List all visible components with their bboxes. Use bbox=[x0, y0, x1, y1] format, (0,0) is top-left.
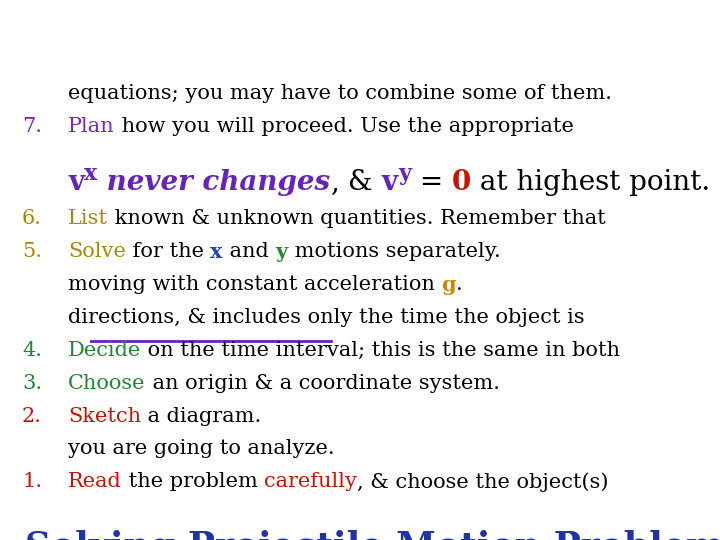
Text: on the time interval; this is the same in both: on the time interval; this is the same i… bbox=[141, 341, 620, 360]
Text: known & unknown quantities. Remember that: known & unknown quantities. Remember tha… bbox=[108, 209, 606, 228]
Text: 3.: 3. bbox=[22, 374, 42, 393]
Text: y: y bbox=[398, 163, 411, 185]
Text: motions separately.: motions separately. bbox=[287, 242, 500, 261]
Text: Solving Projectile Motion Problems: Solving Projectile Motion Problems bbox=[25, 530, 720, 540]
Text: how you will proceed. Use the appropriate: how you will proceed. Use the appropriat… bbox=[114, 117, 574, 136]
Text: &: & bbox=[339, 169, 382, 196]
Text: you are going to analyze.: you are going to analyze. bbox=[68, 439, 335, 458]
Text: 7.: 7. bbox=[22, 117, 42, 136]
Text: directions, & includes only the time the object is: directions, & includes only the time the… bbox=[68, 308, 585, 327]
Text: 6.: 6. bbox=[22, 209, 42, 228]
Text: an origin & a coordinate system.: an origin & a coordinate system. bbox=[145, 374, 500, 393]
Text: 5.: 5. bbox=[22, 242, 42, 261]
Text: carefully: carefully bbox=[264, 472, 357, 491]
Text: 4.: 4. bbox=[22, 341, 42, 360]
Text: y: y bbox=[275, 242, 287, 262]
Text: and: and bbox=[223, 242, 275, 261]
Text: Sketch: Sketch bbox=[68, 407, 141, 426]
Text: a diagram.: a diagram. bbox=[141, 407, 261, 426]
Text: Plan: Plan bbox=[68, 117, 114, 136]
Text: equations; you may have to combine some of them.: equations; you may have to combine some … bbox=[68, 84, 612, 103]
Text: x: x bbox=[210, 242, 223, 262]
Text: never changes: never changes bbox=[97, 169, 330, 196]
Text: g: g bbox=[441, 275, 456, 295]
Text: Read: Read bbox=[68, 472, 122, 491]
Text: v: v bbox=[68, 169, 84, 196]
Text: x: x bbox=[84, 163, 97, 185]
Text: for the: for the bbox=[126, 242, 210, 261]
Text: Solve: Solve bbox=[68, 242, 126, 261]
Text: 2.: 2. bbox=[22, 407, 42, 426]
Text: .: . bbox=[456, 275, 463, 294]
Text: , & choose the object(s): , & choose the object(s) bbox=[357, 472, 608, 492]
Text: 1.: 1. bbox=[22, 472, 42, 491]
Text: at highest point.: at highest point. bbox=[472, 169, 711, 196]
Text: the problem: the problem bbox=[122, 472, 264, 491]
Text: ,: , bbox=[330, 169, 339, 196]
Text: =: = bbox=[411, 169, 452, 196]
Text: 0: 0 bbox=[452, 169, 472, 196]
Text: Decide: Decide bbox=[68, 341, 141, 360]
Text: Choose: Choose bbox=[68, 374, 145, 393]
Text: List: List bbox=[68, 209, 108, 228]
Text: v: v bbox=[382, 169, 398, 196]
Text: moving with constant acceleration: moving with constant acceleration bbox=[68, 275, 441, 294]
